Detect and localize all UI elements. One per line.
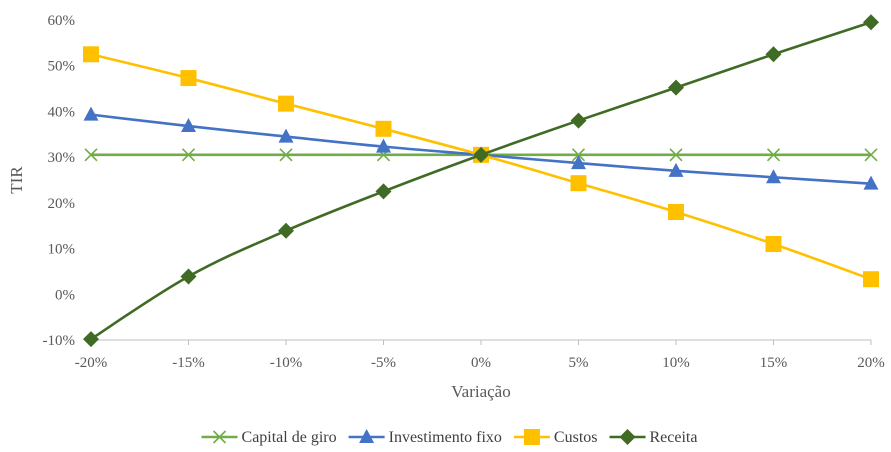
x-tick-label: -15%	[172, 355, 205, 371]
y-tick-label: 30%	[48, 150, 76, 166]
data-point-capital-de-giro	[279, 148, 293, 162]
data-point-capital-de-giro	[571, 148, 586, 162]
data-point-receita	[375, 183, 392, 200]
legend-marker	[619, 429, 636, 445]
x-tick-label: 0%	[471, 355, 491, 371]
data-point-custos	[570, 175, 587, 192]
data-point-capital-de-giro	[669, 148, 683, 162]
data-point-investimento-fixo	[376, 138, 391, 153]
data-point-receita	[83, 331, 99, 348]
data-point-receita	[180, 268, 197, 285]
legend-item-capital-de-giro: Capital de giro	[201, 429, 337, 446]
legend-item-custos: Custos	[513, 429, 598, 446]
x-tick-label: 15%	[760, 355, 788, 371]
data-point-investimento-fixo	[766, 169, 781, 184]
legend-marker	[212, 430, 227, 444]
data-point-receita	[278, 222, 294, 239]
legend-label: Custos	[554, 429, 598, 446]
data-point-capital-de-giro	[84, 148, 98, 162]
data-point-receita	[668, 79, 684, 96]
x-tick-label: 20%	[857, 355, 885, 371]
y-tick-label: 50%	[48, 59, 76, 75]
y-tick-label: 20%	[48, 196, 76, 212]
y-tick-labels: -10% 0% 10% 20% 30% 40% 50% 60%	[43, 13, 76, 349]
legend-item-investimento-fixo: Investimento fixo	[348, 429, 502, 446]
x-tick-label: -20%	[75, 355, 108, 371]
x-tick-label: 5%	[569, 355, 589, 371]
y-tick-label: 0%	[55, 287, 75, 303]
data-point-investimento-fixo	[83, 106, 99, 121]
legend-label: Capital de giro	[242, 429, 337, 446]
data-point-custos	[180, 70, 197, 87]
data-point-custos	[863, 271, 879, 288]
series-receita	[83, 14, 879, 348]
data-point-custos	[668, 204, 684, 220]
data-point-receita	[863, 14, 879, 31]
legend-item-receita: Receita	[609, 429, 698, 446]
series-line-custos	[90, 53, 872, 281]
data-point-capital-de-giro	[181, 148, 196, 162]
data-point-investimento-fixo	[863, 175, 879, 190]
data-point-investimento-fixo	[181, 118, 196, 133]
legend: Capital de giro Investimento fixo Custos Re…	[201, 429, 698, 446]
y-tick-label: -10%	[43, 333, 76, 349]
y-tick-label: 60%	[48, 13, 76, 29]
x-tick-label: 10%	[662, 355, 690, 371]
data-point-custos	[83, 46, 99, 63]
data-point-custos	[375, 120, 392, 137]
data-point-investimento-fixo	[668, 162, 684, 177]
y-tick-label: 40%	[48, 104, 76, 120]
legend-marker	[523, 429, 540, 445]
x-tick-label: -10%	[270, 355, 303, 371]
data-point-receita	[473, 146, 489, 163]
data-point-capital-de-giro	[766, 148, 781, 162]
data-point-investimento-fixo	[571, 155, 586, 170]
series-custos	[83, 46, 879, 288]
series-layer	[83, 14, 879, 348]
y-tick-label: 10%	[48, 242, 76, 258]
y-axis-title: TIR	[7, 166, 26, 194]
data-point-custos	[765, 236, 782, 252]
x-tick-label: -5%	[371, 355, 396, 371]
data-point-custos	[278, 95, 294, 112]
x-axis-label: Variação	[451, 382, 510, 401]
x-axis	[90, 339, 872, 345]
x-tick-labels: -20% -15% -10% -5% 0% 5% 10% 15% 20%	[75, 355, 885, 371]
series-line-receita	[90, 21, 872, 341]
legend-label: Investimento fixo	[389, 429, 502, 446]
data-point-capital-de-giro	[864, 148, 878, 162]
data-point-investimento-fixo	[278, 128, 294, 143]
y-axis-label: TIR	[7, 166, 26, 194]
legend-label: Receita	[650, 429, 698, 446]
data-point-receita	[570, 112, 587, 129]
legend-marker	[359, 429, 375, 443]
data-point-receita	[765, 46, 782, 63]
